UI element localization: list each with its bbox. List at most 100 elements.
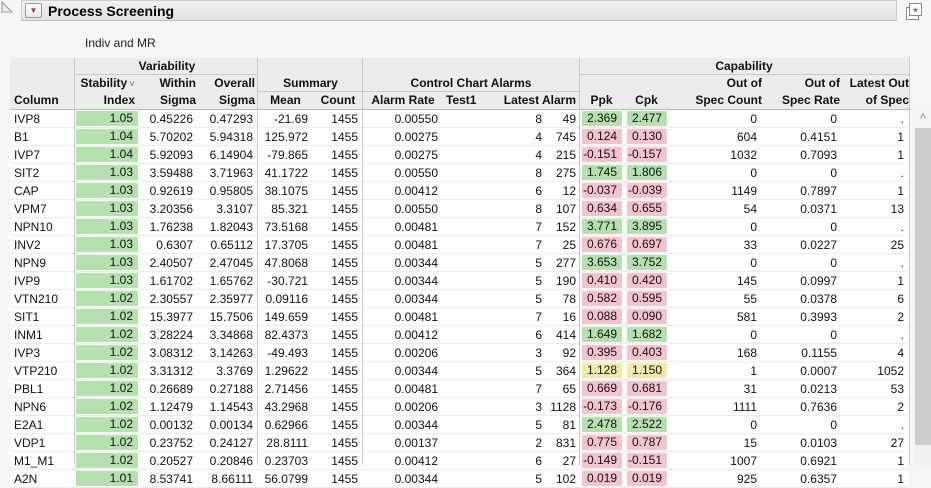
overall-sigma-cell: 0.27188 — [198, 379, 258, 398]
latest-out-of-spec-cell: 1 — [842, 145, 909, 164]
column-name-cell: IVP8 — [10, 110, 76, 128]
stability-index-cell: 1.03 — [76, 217, 139, 236]
test1-cell: 5 — [443, 289, 547, 308]
test1-cell: 3 — [443, 397, 547, 416]
table-row[interactable]: IVP8 1.05 0.45226 0.47293 -21.69 1455 0.… — [10, 110, 909, 128]
out-of-spec-rate-cell: 0.6357 — [762, 469, 842, 488]
latest-out-of-spec-cell: 1052 — [842, 361, 909, 380]
within-sigma-cell: 0.20527 — [139, 451, 198, 470]
test1-cell: 6 — [443, 181, 547, 200]
overall-sigma-cell: 8.66111 — [198, 469, 258, 488]
outline-header-bar: ▼ Process Screening — [21, 0, 897, 21]
table-row[interactable]: M1_M1 1.02 0.20527 0.20846 0.23703 1455 … — [10, 451, 909, 470]
table-row[interactable]: IVP3 1.02 3.08312 3.14263 -49.493 1455 0… — [10, 343, 909, 362]
count-cell: 1455 — [313, 181, 363, 200]
mean-cell: 85.321 — [258, 199, 313, 218]
table-row[interactable]: A2N 1.01 8.53741 8.66111 56.0799 1455 0.… — [10, 469, 909, 488]
alarm-rate-cell: 0.00137 — [363, 433, 443, 452]
count-cell: 1455 — [313, 235, 363, 254]
ppk-cell: -0.173 — [579, 397, 624, 416]
table-row[interactable]: VTN210 1.02 2.30557 2.35977 0.09116 1455… — [10, 289, 909, 308]
within-sigma-cell: 1.76238 — [139, 217, 198, 236]
column-header-mean[interactable]: Mean — [270, 93, 301, 107]
table-row[interactable]: SIT1 1.02 15.3977 15.7506 149.659 1455 0… — [10, 307, 909, 326]
mean-cell: 47.8068 — [258, 253, 313, 272]
table-row[interactable]: INM1 1.02 3.28224 3.34868 82.4373 1455 0… — [10, 325, 909, 344]
column-divider — [362, 58, 363, 465]
ppk-cell: 0.669 — [579, 379, 624, 398]
ppk-cell: 1.128 — [579, 361, 624, 380]
table-row[interactable]: NPN9 1.03 2.40507 2.47045 47.8068 1455 0… — [10, 253, 909, 272]
latest-alarm-cell: 102 — [547, 469, 579, 488]
table-row[interactable]: E2A1 1.02 0.00132 0.00134 0.62966 1455 0… — [10, 415, 909, 434]
cpk-cell: 3.895 — [624, 217, 669, 236]
table-row[interactable]: B1 1.04 5.70202 5.94318 125.972 1455 0.0… — [10, 127, 909, 146]
cpk-cell: 0.697 — [624, 235, 669, 254]
ppk-cell: 1.745 — [579, 163, 624, 182]
table-row[interactable]: NPN6 1.02 1.12479 1.14543 43.2968 1455 0… — [10, 397, 909, 416]
column-name-cell: VPM7 — [10, 199, 76, 218]
cpk-cell: 2.477 — [624, 110, 669, 128]
star-icon: ★ — [912, 6, 919, 15]
vertical-scrollbar[interactable]: ˄ — [915, 110, 931, 465]
latest-out-of-spec-cell: 25 — [842, 235, 909, 254]
cpk-cell: 0.130 — [624, 127, 669, 146]
publish-report-icon-button[interactable]: ★ — [903, 1, 925, 22]
table-row[interactable]: IVP7 1.04 5.92093 6.14904 -79.865 1455 0… — [10, 145, 909, 164]
column-header-alarm-rate[interactable]: Alarm Rate — [371, 93, 435, 107]
latest-alarm-cell: 1128 — [547, 397, 579, 416]
within-sigma-cell: 0.00132 — [139, 415, 198, 434]
count-cell: 1455 — [313, 253, 363, 272]
header-label: Sigma — [218, 93, 255, 107]
column-header-stability-index[interactable]: Stability ˅ Index — [76, 75, 135, 109]
table-row[interactable]: VPM7 1.03 3.20356 3.3107 85.321 1455 0.0… — [10, 199, 909, 218]
count-cell: 1455 — [313, 217, 363, 236]
table-row[interactable]: VDP1 1.02 0.23752 0.24127 28.8111 1455 0… — [10, 433, 909, 452]
column-header-out-of-spec-count[interactable]: Out of Spec Count — [669, 75, 762, 109]
latest-alarm-cell: 275 — [547, 163, 579, 182]
latest-out-of-spec-cell: . — [842, 253, 909, 272]
table-row[interactable]: CAP 1.03 0.92619 0.95805 38.1075 1455 0.… — [10, 181, 909, 200]
table-row[interactable]: VTP210 1.02 3.31312 3.3769 1.29622 1455 … — [10, 361, 909, 380]
column-header-cpk[interactable]: Cpk — [635, 93, 658, 107]
table-row[interactable]: NPN10 1.03 1.76238 1.82043 73.5168 1455 … — [10, 217, 909, 236]
column-header-count[interactable]: Count — [320, 93, 356, 107]
overall-sigma-cell: 0.65112 — [198, 235, 258, 254]
out-of-spec-rate-cell: 0.0997 — [762, 271, 842, 290]
column-name-cell: NPN6 — [10, 397, 76, 416]
latest-out-of-spec-cell: . — [842, 415, 909, 434]
overall-sigma-cell: 0.24127 — [198, 433, 258, 452]
test1-cell: 3 — [443, 343, 547, 362]
red-triangle-menu-button[interactable]: ▼ — [25, 3, 42, 18]
column-header-latest-out-of-spec[interactable]: Latest Out of Spec — [809, 75, 909, 109]
table-row[interactable]: SIT2 1.03 3.59488 3.71963 41.1722 1455 0… — [10, 163, 909, 182]
column-header-column[interactable]: Column — [14, 93, 59, 107]
column-header-overall-sigma[interactable]: Overall Sigma — [198, 75, 255, 109]
column-header-latest-alarm[interactable]: Latest Alarm — [503, 93, 576, 107]
count-cell: 1455 — [313, 307, 363, 326]
stability-index-cell: 1.04 — [76, 127, 139, 146]
alarm-rate-cell: 0.00481 — [363, 217, 443, 236]
table-row[interactable]: IVP9 1.03 1.61702 1.65762 -30.721 1455 0… — [10, 271, 909, 290]
group-header-capability: Capability — [579, 58, 909, 75]
ppk-cell: 0.676 — [579, 235, 624, 254]
out-of-spec-rate-cell: 0.7093 — [762, 145, 842, 164]
column-divider — [74, 58, 75, 465]
scrollbar-thumb[interactable] — [915, 128, 931, 445]
header-label: Spec Count — [695, 93, 762, 107]
count-cell: 1455 — [313, 397, 363, 416]
scroll-up-button[interactable]: ˄ — [915, 110, 931, 127]
outline-collapse-icon[interactable] — [0, 0, 14, 14]
overall-sigma-cell: 1.14543 — [198, 397, 258, 416]
table-row[interactable]: PBL1 1.02 0.26689 0.27188 2.71456 1455 0… — [10, 379, 909, 398]
overall-sigma-cell: 3.71963 — [198, 163, 258, 182]
column-header-ppk[interactable]: Ppk — [590, 93, 613, 107]
table-row[interactable]: INV2 1.03 0.6307 0.65112 17.3705 1455 0.… — [10, 235, 909, 254]
cpk-cell: 0.420 — [624, 271, 669, 290]
count-cell: 1455 — [313, 199, 363, 218]
column-header-out-of-spec-rate[interactable]: Out of Spec Rate — [762, 75, 840, 109]
out-of-spec-rate-cell: 0.7636 — [762, 397, 842, 416]
column-header-within-sigma[interactable]: Within Sigma — [139, 75, 196, 109]
column-header-test1[interactable]: Test1 — [446, 93, 477, 107]
latest-out-of-spec-cell: 2 — [842, 397, 909, 416]
